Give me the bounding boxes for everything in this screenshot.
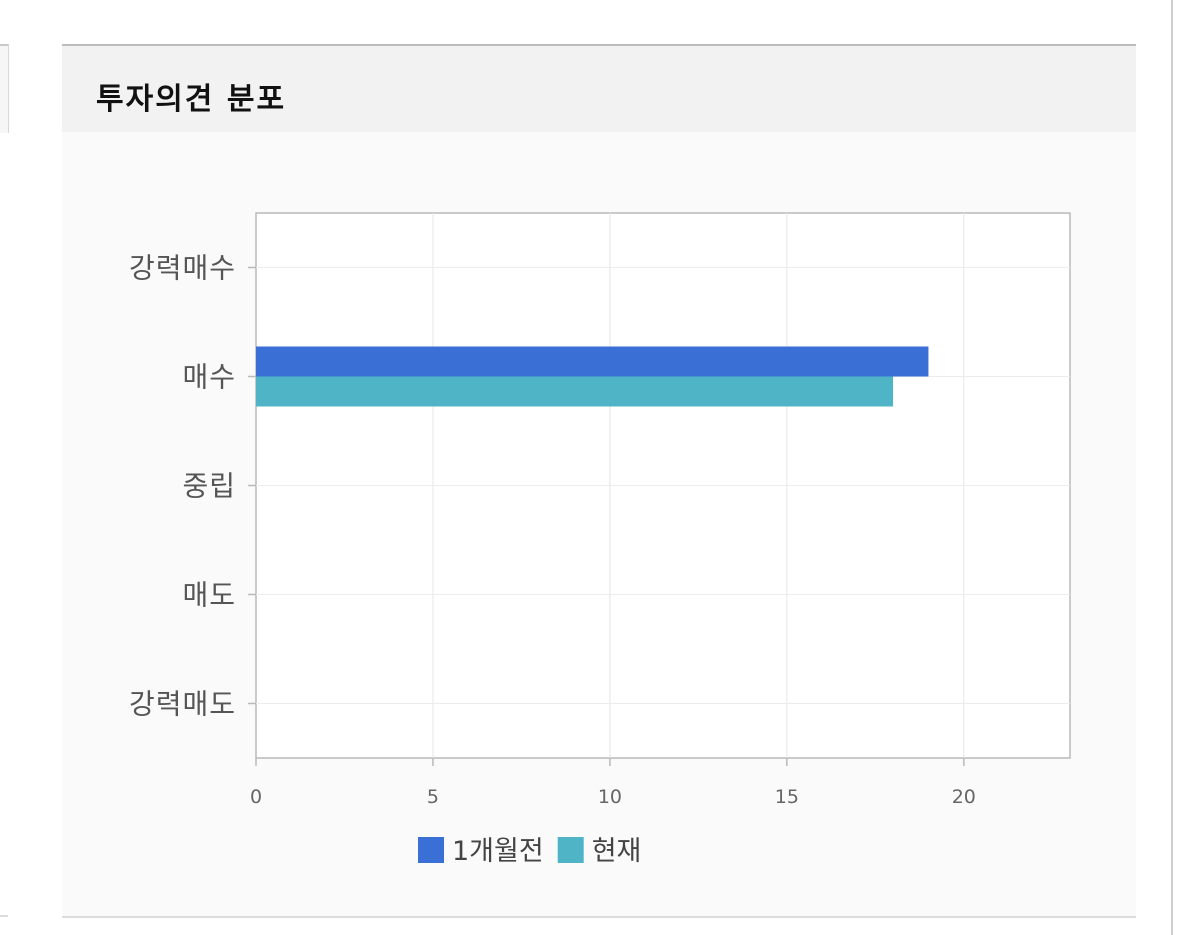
- adjacent-panel-rule: [0, 915, 8, 917]
- x-tick-label: 10: [598, 786, 622, 808]
- bar-1개월전: [256, 346, 929, 377]
- x-tick-label: 0: [250, 786, 262, 808]
- category-label: 강력매도: [129, 688, 236, 721]
- category-label: 매수: [182, 361, 236, 394]
- adjacent-panel-edge: [0, 44, 9, 133]
- page-divider: [1171, 0, 1173, 935]
- bar-현재: [256, 376, 894, 407]
- legend-label: 1개월전: [452, 836, 544, 867]
- x-tick-label: 20: [952, 786, 976, 808]
- panel-header: 투자의견 분포: [62, 46, 1136, 132]
- category-label: 매도: [182, 579, 236, 612]
- x-tick-label: 15: [775, 786, 799, 808]
- x-tick-label: 5: [427, 786, 439, 808]
- legend-label: 현재: [592, 836, 642, 867]
- panel-title: 투자의견 분포: [96, 82, 287, 117]
- category-label: 강력매수: [129, 252, 236, 285]
- category-label: 중립: [182, 470, 236, 503]
- legend-swatch: [418, 837, 444, 863]
- legend-swatch: [557, 837, 584, 863]
